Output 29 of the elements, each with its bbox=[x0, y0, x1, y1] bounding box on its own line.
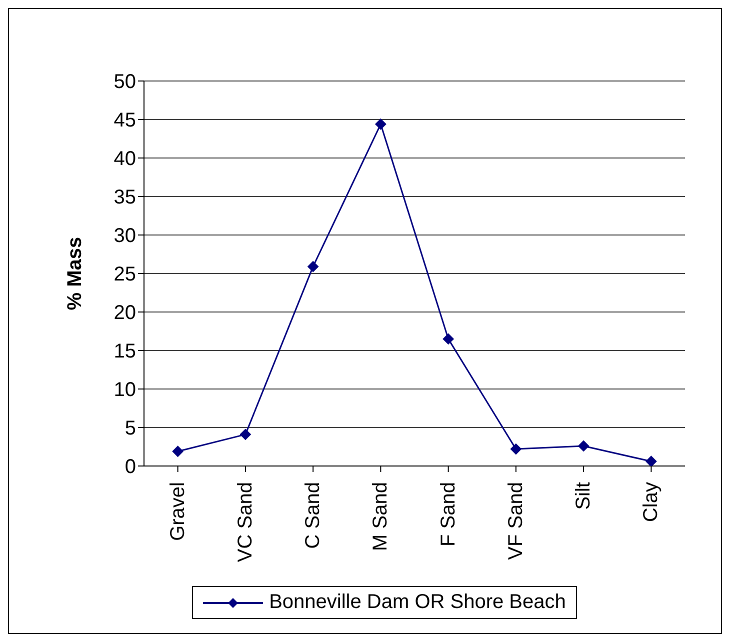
point bbox=[240, 428, 251, 440]
x-tick-label: C Sand bbox=[302, 482, 324, 549]
x-tick-label: Clay bbox=[640, 482, 662, 522]
y-tick-label: 30 bbox=[114, 225, 136, 248]
y-tick-label: 0 bbox=[124, 456, 136, 478]
y-tick-label: 25 bbox=[114, 264, 136, 286]
point bbox=[375, 118, 386, 130]
y-axis-title: % Mass bbox=[64, 236, 86, 310]
y-tick-label: 15 bbox=[114, 340, 136, 363]
y-tick-label: 50 bbox=[114, 71, 136, 94]
x-tick-label: VF Sand bbox=[504, 482, 527, 560]
y-tick-label: 40 bbox=[114, 148, 136, 170]
point bbox=[578, 440, 590, 452]
point bbox=[442, 333, 454, 344]
legend-label: Bonneville Dam OR Shore Beach bbox=[269, 591, 566, 614]
x-tick-label: M Sand bbox=[370, 482, 392, 551]
x-tick-label: F Sand bbox=[437, 482, 460, 546]
y-tick-label: 20 bbox=[114, 302, 136, 324]
point bbox=[510, 444, 522, 455]
point bbox=[646, 456, 657, 466]
y-tick-label: 5 bbox=[124, 418, 136, 440]
y-tick-label: 45 bbox=[114, 110, 136, 132]
x-tick-label: Silt bbox=[572, 482, 595, 510]
point bbox=[308, 261, 319, 272]
y-tick-label: 10 bbox=[114, 379, 136, 402]
x-tick-label: Gravel bbox=[166, 482, 189, 541]
x-tick-label: VC Sand bbox=[234, 482, 256, 562]
y-tick-label: 35 bbox=[114, 186, 136, 209]
point bbox=[172, 446, 184, 457]
